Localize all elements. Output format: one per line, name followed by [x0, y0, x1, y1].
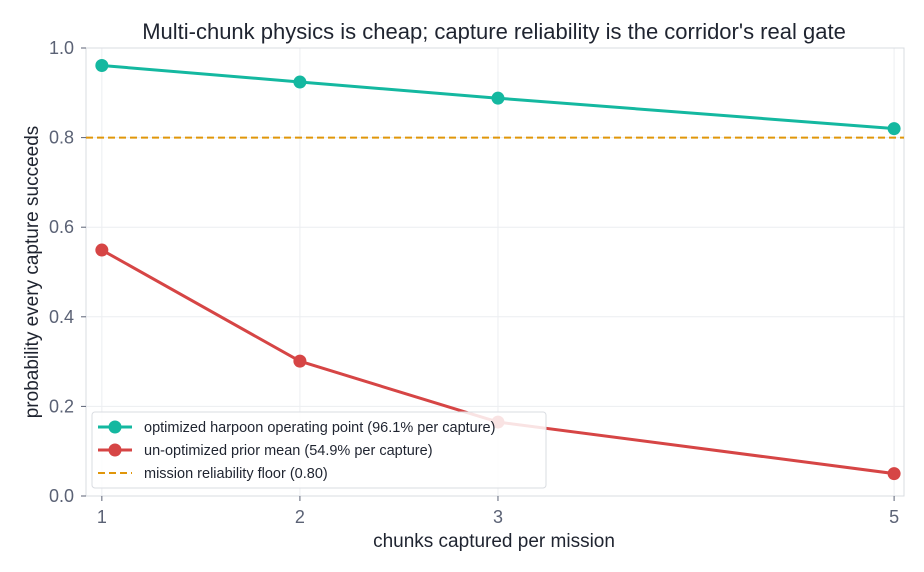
- data-point-0: [491, 91, 505, 105]
- x-tick-label: 1: [97, 507, 107, 527]
- data-point-1: [293, 354, 307, 368]
- y-tick-label: 0.0: [49, 486, 74, 506]
- legend-label-optimized: optimized harpoon operating point (96.1%…: [144, 420, 495, 436]
- series-line-0: [101, 64, 895, 131]
- x-tick-label: 3: [493, 507, 503, 527]
- legend: optimized harpoon operating point (96.1%…: [91, 411, 547, 489]
- x-tick-label: 2: [295, 507, 305, 527]
- y-tick-label: 0.8: [49, 128, 74, 148]
- legend-label-unoptimized: un-optimized prior mean (54.9% per captu…: [144, 443, 433, 459]
- plot-frame: [85, 47, 905, 497]
- data-point-1: [887, 467, 901, 481]
- y-axis-label: probability every capture succeeds: [22, 126, 43, 419]
- data-point-1: [95, 243, 109, 257]
- chart-title: Multi-chunk physics is cheap; capture re…: [142, 19, 846, 44]
- legend-box: [91, 411, 547, 489]
- legend-marker-optimized: [108, 420, 122, 434]
- y-tick-label: 0.4: [49, 307, 74, 327]
- legend-label-floor: mission reliability floor (0.80): [144, 466, 328, 482]
- data-point-0: [95, 58, 109, 72]
- tick-labels: 1 2 3 5 0.0 0.2 0.4 0.6 0.8 1.0: [49, 38, 899, 527]
- data-point-0: [887, 122, 901, 136]
- y-tick-label: 1.0: [49, 38, 74, 58]
- data-point-0: [293, 75, 307, 89]
- x-axis-label: chunks captured per mission: [373, 531, 615, 552]
- series-line-1: [101, 248, 895, 476]
- x-tick-label: 5: [889, 507, 899, 527]
- y-tick-label: 0.2: [49, 396, 74, 416]
- legend-marker-unoptimized: [108, 443, 122, 457]
- y-tick-label: 0.6: [49, 217, 74, 237]
